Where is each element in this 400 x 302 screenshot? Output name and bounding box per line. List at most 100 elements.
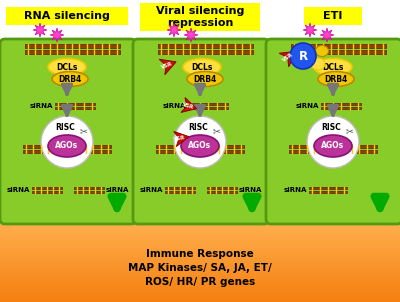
Text: VSR: VSR xyxy=(181,102,194,110)
Polygon shape xyxy=(320,28,334,42)
Circle shape xyxy=(290,43,316,69)
Bar xyxy=(0,288,400,291)
Text: siRNA: siRNA xyxy=(7,187,30,193)
Text: R: R xyxy=(298,50,308,63)
Text: VSR: VSR xyxy=(282,52,295,63)
Bar xyxy=(0,277,400,281)
Ellipse shape xyxy=(316,46,328,56)
Bar xyxy=(74,187,104,189)
Bar xyxy=(0,274,400,278)
Bar xyxy=(0,234,400,238)
Bar xyxy=(0,280,400,283)
Polygon shape xyxy=(279,51,296,67)
Bar xyxy=(0,261,400,265)
Text: RISC: RISC xyxy=(188,123,208,131)
Bar xyxy=(290,50,386,53)
Circle shape xyxy=(307,116,359,168)
Bar xyxy=(0,242,400,246)
Text: VSR: VSR xyxy=(160,61,174,69)
Text: ✂: ✂ xyxy=(346,126,354,136)
Bar xyxy=(0,293,400,297)
Bar xyxy=(74,191,104,193)
Bar xyxy=(0,282,400,286)
Text: siRNA: siRNA xyxy=(106,187,129,193)
Bar xyxy=(140,3,260,31)
Text: siRNA: siRNA xyxy=(239,187,262,193)
Bar xyxy=(165,191,195,193)
Bar xyxy=(158,44,252,48)
Bar xyxy=(32,187,62,189)
Bar xyxy=(0,224,400,227)
Text: RISC: RISC xyxy=(55,123,75,131)
Bar xyxy=(0,229,400,233)
Text: AGOs: AGOs xyxy=(322,142,344,150)
Text: siRNA: siRNA xyxy=(30,103,53,109)
Bar xyxy=(309,187,347,189)
Bar xyxy=(156,145,244,148)
Bar xyxy=(0,232,400,235)
Bar xyxy=(188,103,228,105)
Bar xyxy=(207,191,237,193)
Text: DCLs: DCLs xyxy=(56,63,78,72)
Ellipse shape xyxy=(311,58,325,70)
Ellipse shape xyxy=(318,72,354,86)
Bar xyxy=(188,107,228,109)
Text: RNA silencing: RNA silencing xyxy=(24,11,110,21)
FancyBboxPatch shape xyxy=(133,39,269,224)
Text: siRNA: siRNA xyxy=(140,187,163,193)
Text: AGOs: AGOs xyxy=(188,142,212,150)
Bar xyxy=(207,187,237,189)
Bar xyxy=(0,298,400,302)
Bar xyxy=(321,107,361,109)
Bar xyxy=(0,290,400,294)
Text: AGOs: AGOs xyxy=(56,142,78,150)
Ellipse shape xyxy=(52,72,88,86)
Bar xyxy=(289,150,377,153)
Ellipse shape xyxy=(314,59,352,76)
Text: Viral silencing
repression: Viral silencing repression xyxy=(156,6,244,28)
Text: ✂: ✂ xyxy=(80,126,88,136)
Bar xyxy=(0,226,400,230)
Text: DCLs: DCLs xyxy=(322,63,344,72)
Ellipse shape xyxy=(48,59,86,76)
Bar xyxy=(309,191,347,193)
FancyBboxPatch shape xyxy=(0,39,136,224)
Bar xyxy=(0,269,400,273)
Ellipse shape xyxy=(314,135,352,157)
Bar xyxy=(0,221,400,225)
Bar xyxy=(0,248,400,251)
Bar xyxy=(23,145,111,148)
Text: DRB4: DRB4 xyxy=(193,75,217,83)
Bar xyxy=(6,7,128,25)
Bar xyxy=(321,103,361,105)
Text: siRNA: siRNA xyxy=(296,103,319,109)
Bar xyxy=(0,250,400,254)
Polygon shape xyxy=(293,52,308,64)
Text: ETI: ETI xyxy=(323,11,343,21)
Polygon shape xyxy=(33,23,47,37)
Bar xyxy=(0,266,400,270)
Bar xyxy=(32,191,62,193)
Bar xyxy=(55,107,95,109)
Bar xyxy=(24,50,120,53)
Circle shape xyxy=(41,116,93,168)
Text: RISC: RISC xyxy=(321,123,341,131)
Bar xyxy=(156,150,244,153)
Text: ✂: ✂ xyxy=(213,126,221,136)
Bar xyxy=(0,240,400,243)
Bar xyxy=(24,44,120,48)
Bar xyxy=(0,272,400,275)
Ellipse shape xyxy=(48,135,86,157)
Text: Immune Response
MAP Kinases/ SA, JA, ET/
ROS/ HR/ PR genes: Immune Response MAP Kinases/ SA, JA, ET/… xyxy=(128,249,272,288)
Bar xyxy=(0,253,400,257)
Bar xyxy=(0,245,400,249)
FancyBboxPatch shape xyxy=(266,39,400,224)
Polygon shape xyxy=(50,28,64,42)
Bar xyxy=(0,256,400,259)
Text: DRB4: DRB4 xyxy=(324,75,348,83)
Polygon shape xyxy=(174,131,189,146)
Text: DCLs: DCLs xyxy=(191,63,213,72)
Circle shape xyxy=(174,116,226,168)
Bar xyxy=(165,187,195,189)
Bar xyxy=(289,145,377,148)
